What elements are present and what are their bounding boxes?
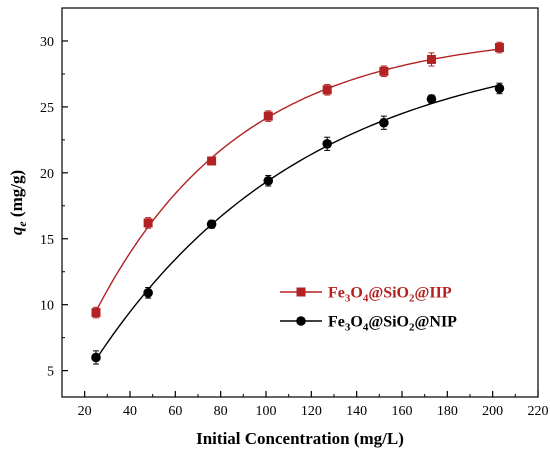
legend-text-part: O (350, 285, 362, 302)
data-point-circle (206, 219, 217, 230)
legend-text-part: O (350, 314, 362, 331)
x-tick-label: 200 (482, 404, 503, 419)
legend-text-part: Fe (328, 314, 345, 331)
x-tick-label: 100 (256, 404, 277, 419)
data-point-square (143, 218, 153, 228)
legend-subscript: 4 (363, 322, 369, 334)
y-axis-title-sub: e (15, 221, 29, 227)
data-point-circle (263, 175, 274, 186)
data-point-circle (91, 352, 101, 363)
data-point-square (494, 43, 504, 53)
x-tick-label: 40 (123, 404, 137, 419)
legend-text-part: @NIP (415, 314, 458, 331)
legend-subscript: 4 (363, 293, 369, 305)
y-axis-title: qe (mg/g) (7, 170, 29, 235)
legend-label-2: Fe3O4@SiO2@NIP (328, 314, 457, 334)
x-tick-label: 20 (78, 404, 92, 419)
x-tick-label: 220 (528, 404, 549, 419)
x-tick-label: 80 (214, 404, 228, 419)
x-tick-label: 60 (168, 404, 182, 419)
y-tick-label: 20 (40, 167, 54, 182)
legend-text-part: Fe (328, 285, 345, 302)
plot-frame (61, 7, 539, 398)
legend-text-part: @SiO (368, 314, 409, 331)
x-tick-label: 120 (301, 404, 322, 419)
data-point-square (426, 54, 436, 64)
ticks-layer: 20 40 60 80 100 120 140 160 180 200 220 5 10 15 20 25 30 (40, 35, 549, 419)
x-tick-label: 160 (392, 404, 413, 419)
y-tick-label: 25 (40, 101, 54, 116)
y-tick-label: 30 (40, 35, 54, 50)
x-tick-label: 180 (437, 404, 458, 419)
data-point-circle (426, 94, 437, 104)
fit-curve-1 (95, 48, 500, 312)
legend-marker-square (296, 287, 306, 297)
y-tick-label: 15 (40, 233, 54, 248)
legend-label-1: Fe3O4@SiO2@IIP (328, 285, 452, 305)
y-tick-label: 10 (40, 299, 54, 314)
data-point-square (379, 66, 389, 76)
data-point-square (263, 111, 273, 121)
data-point-square (322, 85, 332, 95)
data-point-square (207, 156, 217, 166)
legend-marker-circle (296, 316, 306, 326)
legend-subscript: 3 (345, 322, 351, 334)
data-point-square (91, 308, 101, 318)
legend-subscript: 2 (409, 322, 415, 334)
x-axis-title: Initial Concentration (mg/L) (196, 429, 404, 448)
legend-subscript: 3 (345, 293, 351, 305)
data-point-circle (322, 139, 333, 149)
y-tick-label: 5 (47, 365, 54, 380)
data-point-circle (494, 83, 505, 94)
legend-text-part: @SiO (368, 285, 409, 302)
data-point-circle (143, 288, 153, 298)
data-point-circle (379, 117, 389, 128)
y-axis-title-main: q (7, 226, 26, 235)
legend-subscript: 2 (409, 293, 415, 305)
x-tick-label: 140 (346, 404, 367, 419)
legend-text-part: @IIP (415, 285, 452, 302)
data-marks (91, 41, 505, 365)
y-axis-title-unit: (mg/g) (7, 170, 26, 221)
